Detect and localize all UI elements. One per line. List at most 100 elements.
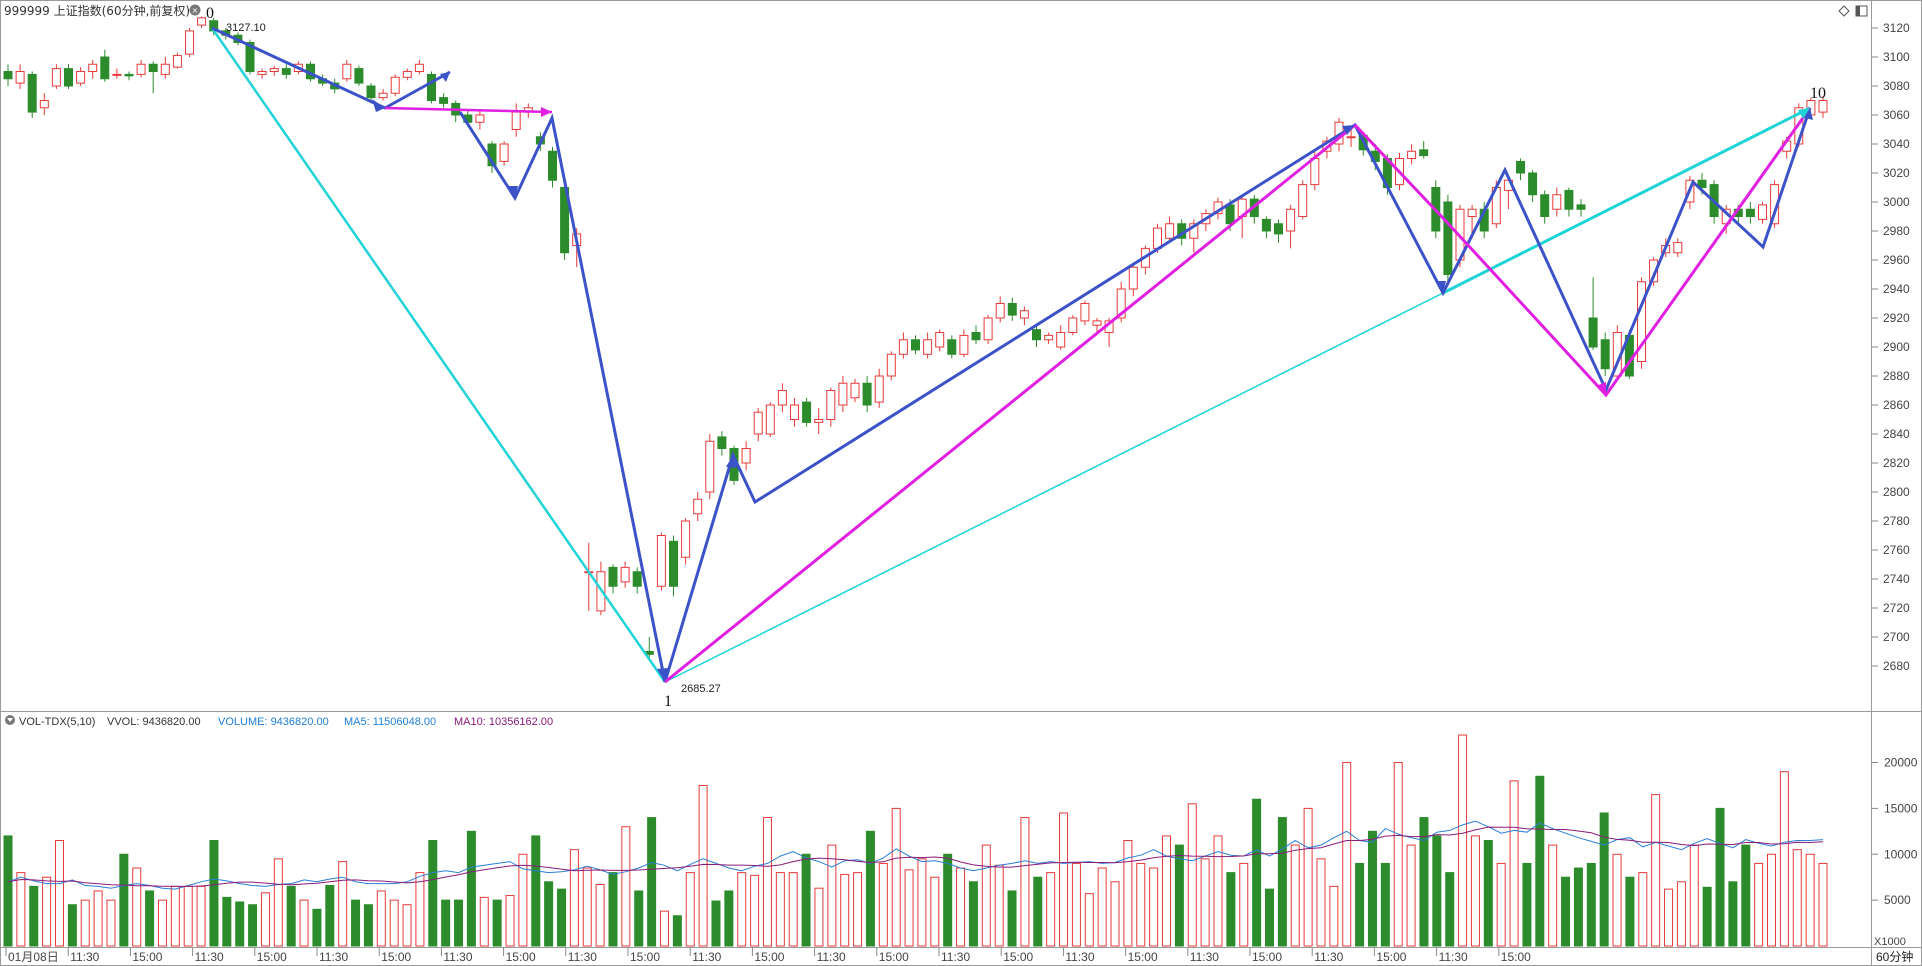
candle-body [1564, 189, 1574, 210]
volume-bar [981, 844, 991, 947]
restore-window-icon[interactable] [1855, 5, 1868, 17]
time-axis: 01月08日 11:30 15:00 11:30 15:00 11:30 15:00 11:3… [5, 948, 1531, 964]
arrow-head [507, 186, 518, 198]
candle-body [947, 339, 957, 355]
candle-body [1286, 208, 1296, 232]
volume-bar [1277, 817, 1287, 947]
volume-bar [1174, 844, 1184, 947]
candle-body [1056, 332, 1066, 348]
volume-bar [1445, 872, 1455, 947]
volume-ma5-line [7, 820, 1824, 890]
candle-body [439, 97, 449, 104]
time-tick-label: 01月08日 [8, 950, 59, 964]
volume-collapse-icon[interactable] [5, 715, 15, 725]
arrow-head [726, 455, 737, 468]
candle-body [1419, 149, 1429, 157]
volume-bar [801, 853, 811, 947]
candle-body [1225, 204, 1235, 225]
volume-bar [1367, 830, 1377, 947]
volume-axis: 20000 15000 10000 5000 [1872, 756, 1918, 907]
volume-bar [260, 892, 270, 947]
ma5-value: MA5: 11506048.00 [344, 716, 436, 728]
candle-body [354, 68, 364, 84]
arrow-head [1596, 382, 1606, 395]
candle-body [76, 71, 86, 84]
circle-close-icon[interactable]: × [189, 4, 201, 16]
price-tick-label: 2800 [1883, 485, 1910, 499]
wave-line-magenta-1 [384, 106, 553, 114]
candle-body [1044, 334, 1054, 341]
candle-body [1697, 179, 1707, 188]
candle-body [802, 401, 812, 423]
price-tick-label: 2920 [1883, 311, 1910, 325]
wave-line-cyan-3 [1442, 106, 1811, 295]
volume-bar [1239, 862, 1249, 947]
price-tick-label: 2880 [1883, 369, 1910, 383]
arrow-head [541, 107, 552, 117]
candle-body [983, 317, 993, 341]
svg-text:×: × [192, 6, 199, 15]
volume-bar [659, 910, 669, 947]
time-tick-label: 11:30 [443, 950, 472, 964]
price-tick-label: 2940 [1883, 282, 1910, 296]
time-tick-label: 15:00 [1252, 950, 1282, 964]
volume-bar [1380, 862, 1390, 947]
candle-body [1528, 172, 1538, 196]
candle-body [378, 92, 388, 99]
time-tick-label: 15:00 [1501, 950, 1531, 964]
volume-bar [1651, 794, 1661, 947]
volume-bar [299, 899, 309, 947]
arrow-head [1802, 108, 1813, 120]
candle-body [814, 419, 824, 423]
candle-body [753, 411, 763, 435]
volume-bar [1818, 862, 1828, 947]
volume-bar [145, 890, 155, 947]
volume-bar [1548, 844, 1558, 947]
volume-bar [634, 890, 644, 947]
volume-bar [235, 901, 245, 947]
candle-body [995, 303, 1005, 319]
candle-body [427, 73, 436, 102]
volume-bar [1702, 886, 1712, 947]
candle-body [1540, 194, 1550, 217]
candle-body [1116, 288, 1126, 319]
candle-body [88, 63, 98, 72]
volume-bar [1059, 812, 1069, 947]
volume-bar [1612, 853, 1622, 947]
volume-bar [3, 835, 13, 947]
candle-body [850, 382, 860, 399]
period-label[interactable]: 60分钟 [1876, 949, 1913, 964]
candle-body [172, 55, 182, 68]
wave-line-magenta-3 [1353, 107, 1812, 398]
volume-bar [312, 908, 322, 947]
volume-bar [557, 888, 567, 947]
volume-bar [569, 849, 579, 947]
volume-bar [1715, 807, 1725, 947]
volume-bar [1149, 867, 1159, 947]
volume-bar [1689, 844, 1699, 947]
volume-bar [1535, 775, 1545, 947]
candle-body [693, 498, 703, 515]
volume-bar [1162, 835, 1172, 947]
volume-bar [67, 904, 77, 947]
candle-body [959, 334, 969, 355]
candle-body [160, 63, 170, 75]
volume-bar [865, 830, 875, 947]
volume-bar [1805, 853, 1815, 947]
time-tick-label: 15:00 [381, 950, 411, 964]
volume-bar [1522, 862, 1532, 947]
volume-bar [248, 904, 258, 947]
volume-bar [1496, 862, 1506, 947]
volume-bar [917, 858, 927, 947]
volume-bar [492, 899, 502, 947]
time-tick-label: 11:30 [941, 950, 970, 964]
volume-bar [1097, 867, 1107, 947]
price-tick-label: 2760 [1883, 543, 1910, 557]
volume-bar [454, 899, 464, 947]
volume-bar [608, 872, 618, 947]
volume-tick-label: 15000 [1884, 801, 1918, 815]
candle-body [185, 30, 194, 55]
diamond-icon[interactable] [1838, 5, 1850, 17]
volume-unit: X1000 [1874, 936, 1906, 948]
candle-body [632, 571, 642, 587]
